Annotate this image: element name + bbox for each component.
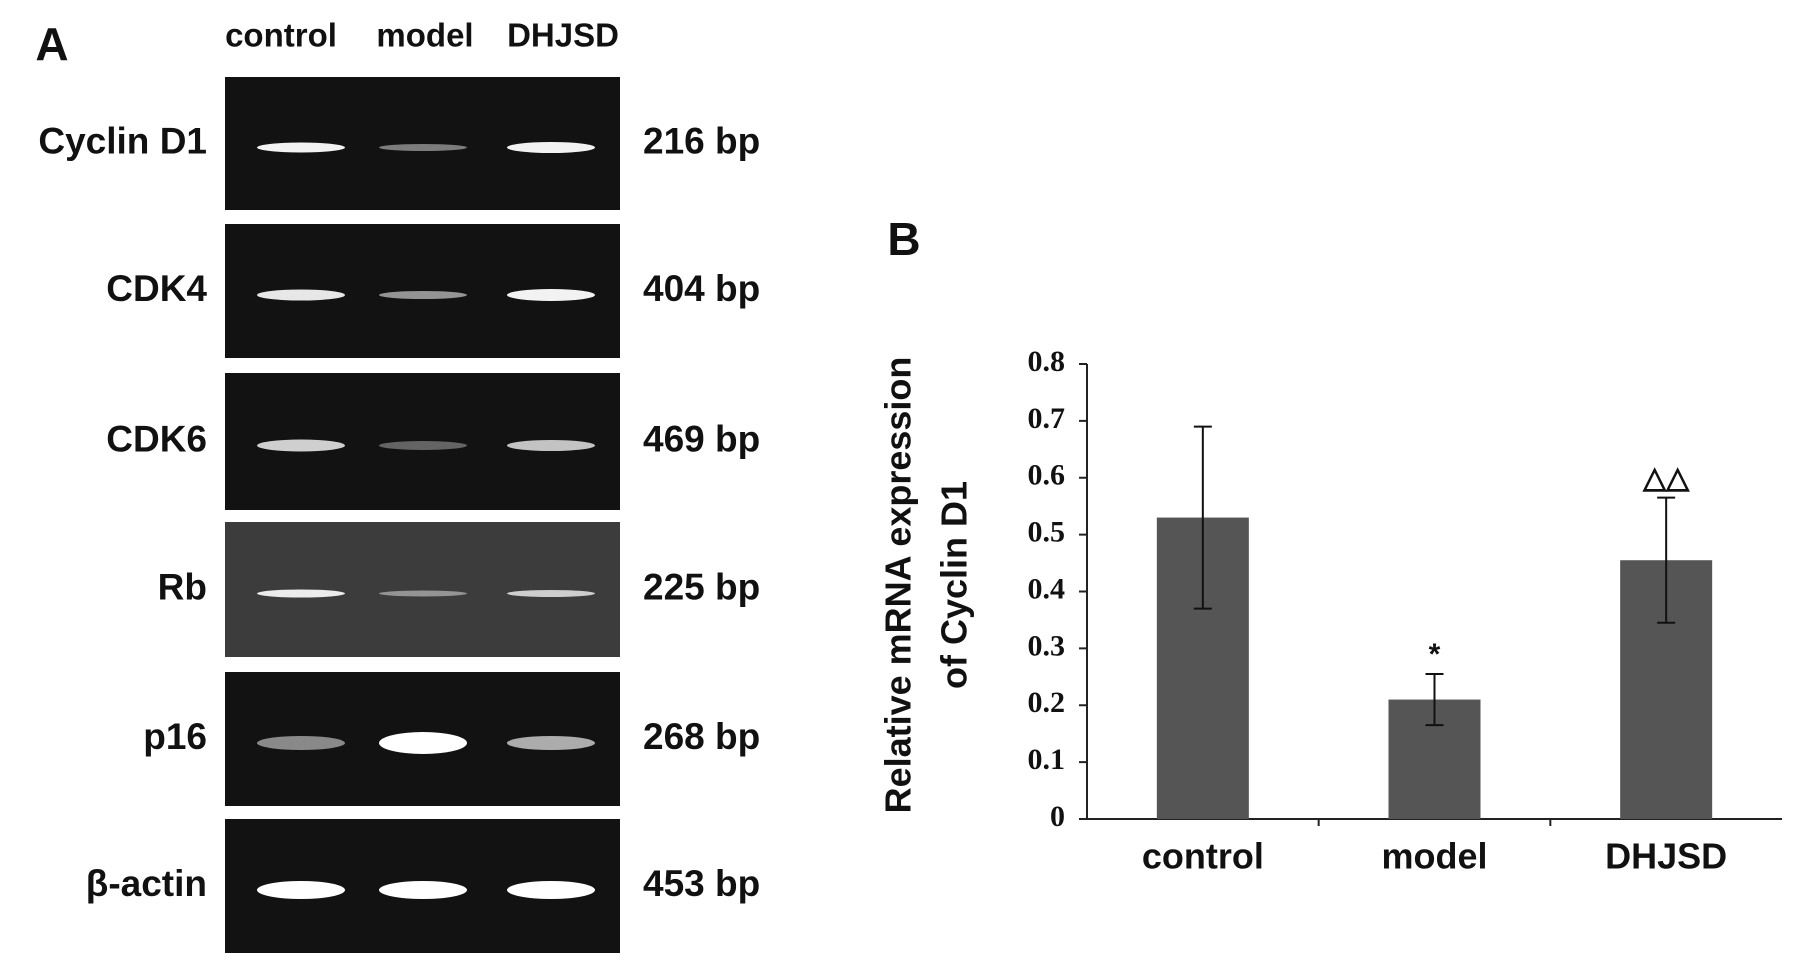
size-label: 216 bp — [643, 120, 760, 161]
gene-label: p16 — [143, 716, 207, 757]
gene-label: CDK6 — [106, 418, 207, 459]
size-label: 469 bp — [643, 418, 760, 459]
gene-label: Rb — [158, 566, 207, 607]
band — [507, 440, 595, 451]
x-tick-label: control — [1142, 836, 1264, 877]
size-label: 453 bp — [643, 863, 760, 904]
significance-mark: * — [1429, 638, 1441, 671]
x-tick-label: model — [1381, 836, 1487, 877]
y-tick-label: 0.3 — [1028, 629, 1066, 662]
error-bar — [1425, 672, 1444, 727]
size-label: 268 bp — [643, 716, 760, 757]
band — [507, 736, 595, 750]
y-tick-label: 0.8 — [1028, 345, 1066, 378]
error-bar — [1193, 425, 1212, 610]
band — [379, 291, 467, 299]
band — [257, 736, 345, 750]
y-axis-label: Relative mRNA expression — [878, 357, 919, 814]
lane-label: DHJSD — [507, 17, 619, 54]
gene-label: β-actin — [86, 863, 207, 904]
band — [507, 881, 595, 899]
y-tick-label: 0.4 — [1028, 572, 1066, 605]
band — [257, 881, 345, 899]
size-label: 225 bp — [643, 566, 760, 607]
band — [379, 732, 467, 754]
band — [507, 289, 595, 301]
y-tick-label: 0.5 — [1028, 516, 1066, 549]
band — [257, 439, 345, 452]
panel-label: B — [887, 213, 920, 265]
panel-label: A — [35, 18, 68, 70]
y-axis-label: of Cyclin D1 — [934, 481, 975, 689]
y-tick-label: 0.1 — [1028, 743, 1066, 776]
y-tick-label: 0 — [1050, 800, 1065, 833]
x-tick-label: DHJSD — [1605, 836, 1727, 877]
size-label: 404 bp — [643, 268, 760, 309]
gel-strip — [225, 522, 620, 657]
gene-label: CDK4 — [106, 268, 207, 309]
band — [379, 441, 467, 450]
error-bar — [1657, 496, 1676, 624]
band — [507, 590, 595, 597]
y-tick-label: 0.6 — [1028, 459, 1066, 492]
gene-label: Cyclin D1 — [38, 120, 207, 161]
lane-label: control — [225, 17, 337, 54]
y-tick-label: 0.7 — [1028, 402, 1066, 435]
significance-mark: △△ — [1642, 462, 1690, 495]
band — [379, 144, 467, 151]
band — [257, 289, 345, 301]
band — [379, 590, 467, 597]
band — [507, 142, 595, 153]
band — [257, 589, 345, 598]
band — [257, 142, 345, 153]
lane-label: model — [376, 17, 473, 54]
y-tick-label: 0.2 — [1028, 686, 1066, 719]
band — [379, 881, 467, 899]
